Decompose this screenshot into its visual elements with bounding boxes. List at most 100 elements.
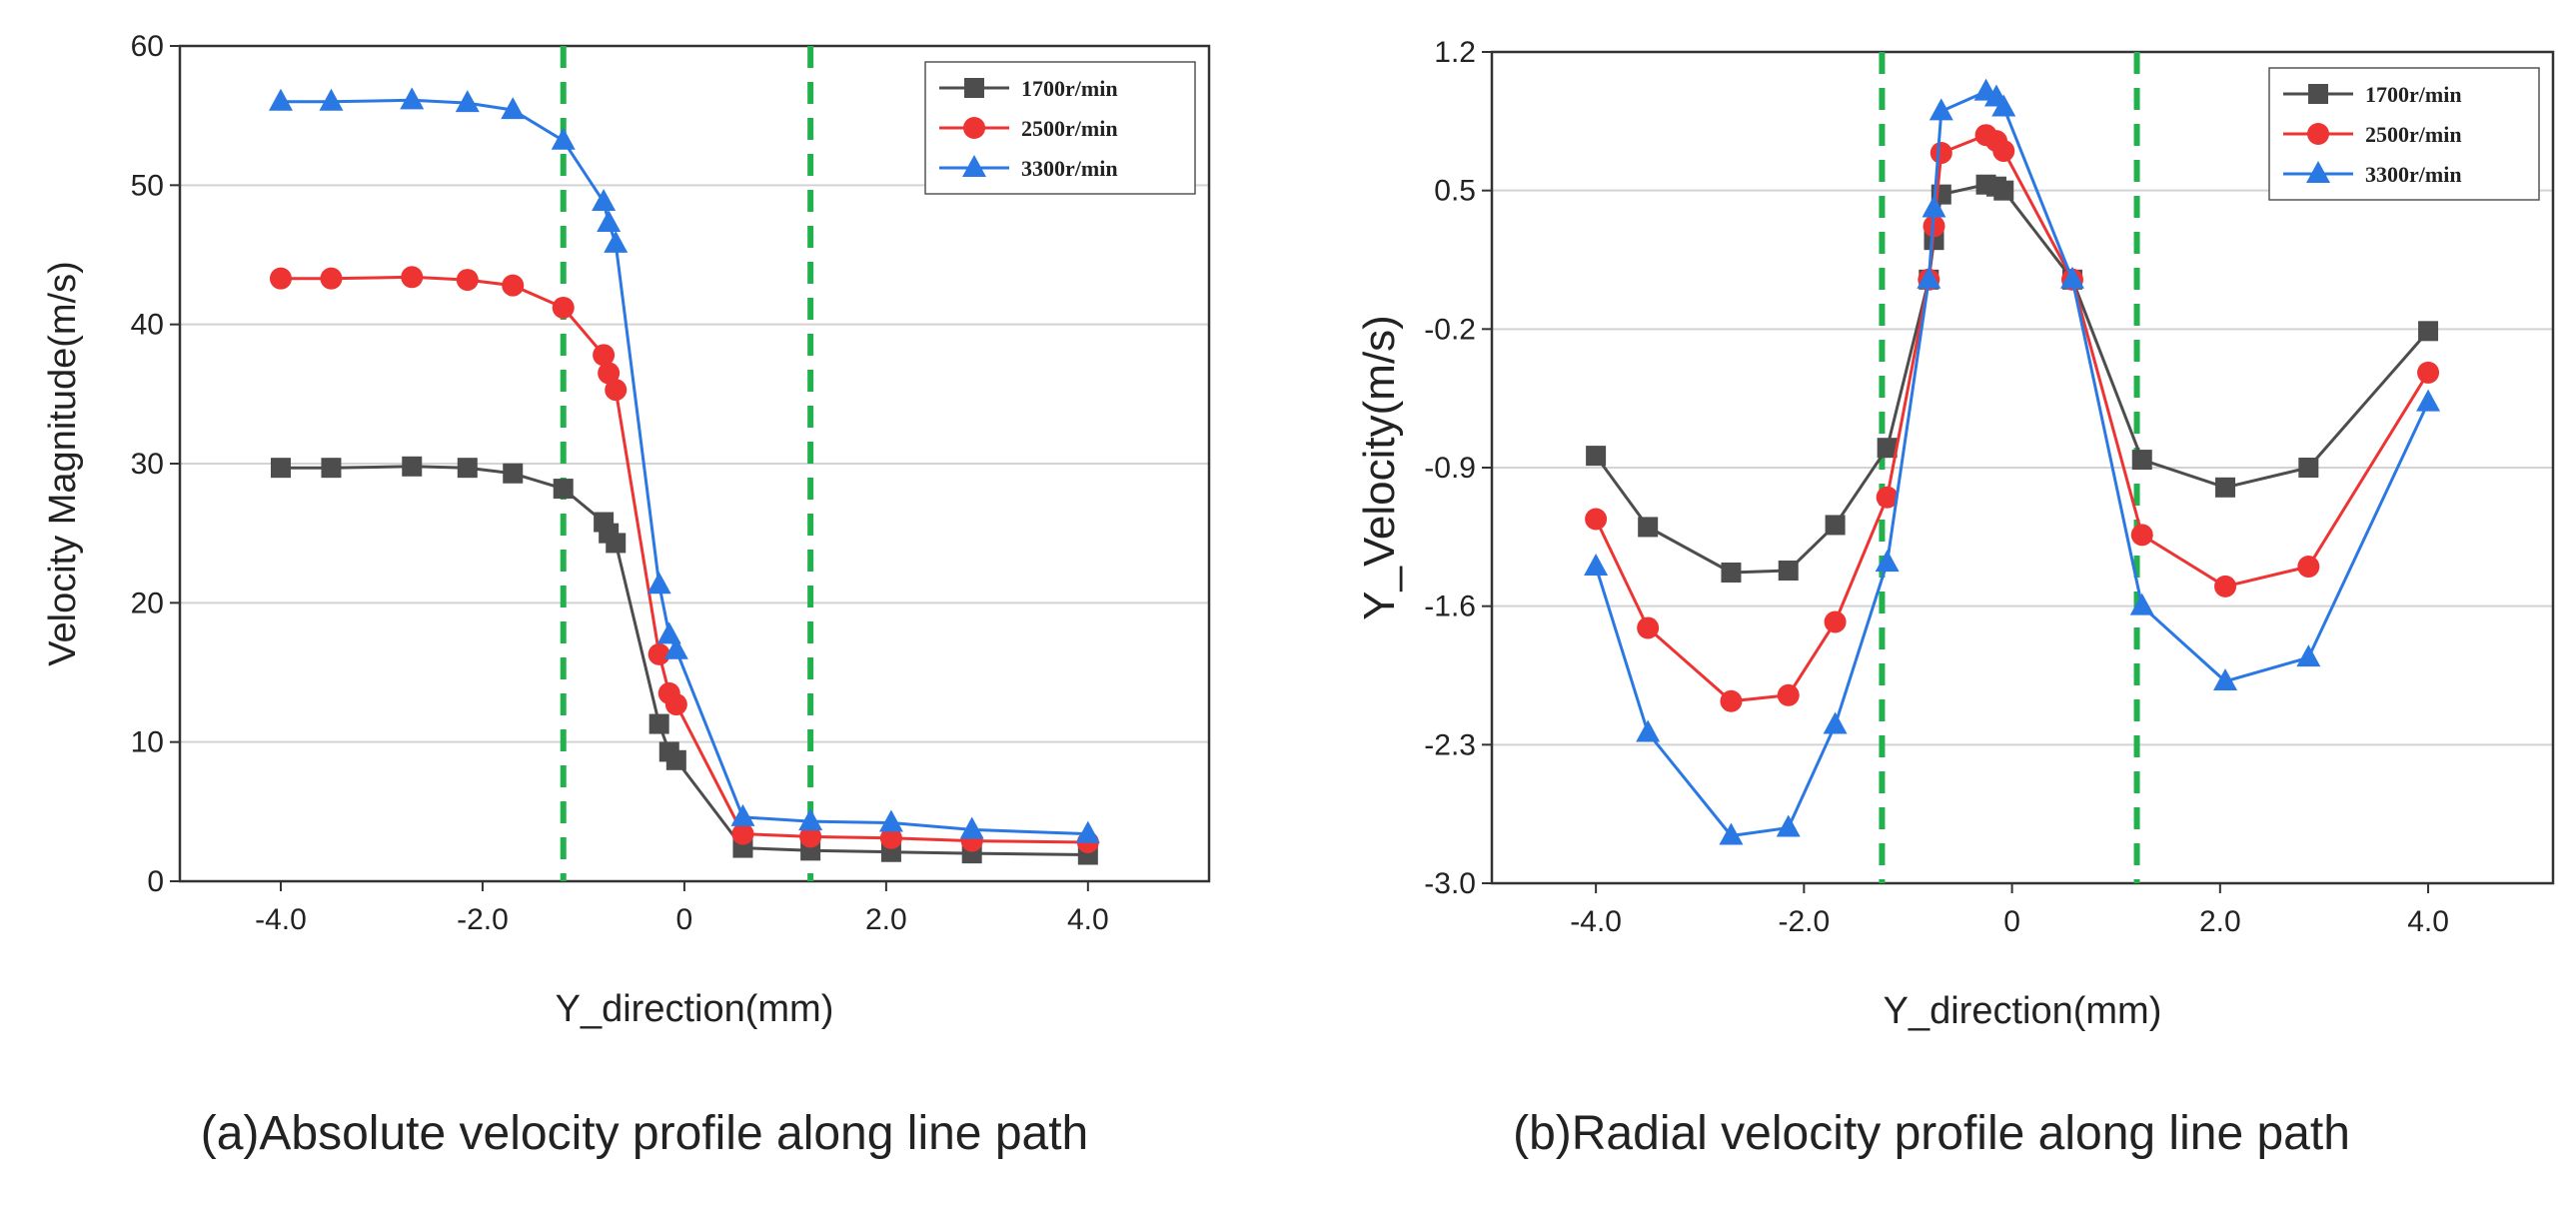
- chart-b-point-1700r-min: [1586, 446, 1607, 467]
- chart-a-point-3300r-min: [400, 87, 425, 110]
- chart-b-point-3300r-min: [1584, 554, 1609, 577]
- chart-b-point-3300r-min: [1991, 94, 2016, 117]
- chart-b-point-2500r-min: [1876, 486, 1899, 509]
- chart-a-ytick-label: 50: [131, 169, 164, 202]
- chart-a-xtick-label: 2.0: [865, 903, 907, 936]
- chart-b-point-3300r-min: [1875, 550, 1900, 573]
- chart-a-point-3300r-min: [730, 803, 755, 826]
- chart-a-ytick-label: 60: [131, 30, 164, 63]
- chart-b-point-2500r-min: [2214, 575, 2237, 598]
- chart-b-x-axis-label: Y_direction(mm): [1884, 990, 2162, 1032]
- chart-a-point-3300r-min: [1075, 820, 1100, 843]
- chart-a-point-3300r-min: [663, 636, 688, 659]
- chart-a-point-2500r-min: [598, 362, 621, 385]
- chart-a-ytick-label: 30: [131, 448, 164, 481]
- chart-b-y-axis-label: Y_Velocity(m/s): [1355, 315, 1404, 620]
- chart-b-point-1700r-min: [1993, 180, 2014, 201]
- chart-a-point-3300r-min: [604, 230, 629, 253]
- chart-a-point-3300r-min: [455, 90, 480, 113]
- chart-b-legend-marker-3300r-min: [2306, 161, 2330, 183]
- chart-a-point-3300r-min: [959, 816, 984, 839]
- chart-b-point-1700r-min: [1721, 562, 1742, 583]
- chart-b-xtick-label: -4.0: [1570, 905, 1622, 938]
- chart-a-point-2500r-min: [664, 693, 687, 716]
- chart-a-point-2500r-min: [605, 379, 628, 402]
- chart-a-xtick-label: 0: [676, 903, 693, 936]
- chart-b-ytick-label: 1.2: [1434, 36, 1476, 69]
- chart-b-point-3300r-min: [2296, 644, 2321, 667]
- chart-a-point-2500r-min: [456, 269, 479, 292]
- chart-a-point-1700r-min: [503, 463, 524, 484]
- chart-a-series-line-1700r-min: [281, 465, 1088, 856]
- chart-a-series-3300r-min: [268, 87, 1100, 843]
- chart-b-point-1700r-min: [1638, 517, 1659, 538]
- chart-a-point-3300r-min: [656, 621, 681, 644]
- chart-b-point-3300r-min: [1917, 266, 1941, 289]
- chart-a-point-3300r-min: [878, 809, 903, 832]
- chart-a-legend: 1700r/min 2500r/min 3300r/min: [924, 61, 1196, 195]
- chart-b-ytick-label: -1.6: [1424, 591, 1476, 623]
- chart-b-point-1700r-min: [2131, 450, 2152, 471]
- chart-b-point-1700r-min: [2298, 458, 2319, 478]
- chart-a-x-axis-label: Y_direction(mm): [556, 988, 834, 1030]
- chart-b-point-3300r-min: [2059, 266, 2084, 289]
- chart-a-point-2500r-min: [502, 274, 525, 297]
- chart-a-point-2500r-min: [552, 296, 575, 319]
- chart-a-point-1700r-min: [402, 456, 423, 477]
- chart-b-ytick-label: -2.3: [1424, 728, 1476, 761]
- chart-b-point-2500r-min: [1777, 683, 1800, 706]
- chart-a-point-2500r-min: [879, 826, 902, 849]
- chart-a-xtick-label: -2.0: [457, 903, 509, 936]
- chart-b-series-2500r-min: [1585, 124, 2440, 712]
- chart-a-point-2500r-min: [401, 266, 424, 289]
- chart-b-point-3300r-min: [2129, 593, 2154, 615]
- chart-a-point-3300r-min: [798, 808, 823, 831]
- chart-b-point-2500r-min: [2297, 556, 2320, 579]
- chart-a-point-3300r-min: [646, 572, 671, 595]
- chart-b-point-2500r-min: [2130, 524, 2153, 547]
- chart-b-xtick-label: -2.0: [1779, 905, 1831, 938]
- chart-a-ytick-label: 20: [131, 587, 164, 619]
- chart-a-point-2500r-min: [647, 642, 670, 665]
- chart-a-point-3300r-min: [268, 88, 293, 111]
- chart-b-point-3300r-min: [1719, 822, 1744, 845]
- chart-absolute-velocity: 0 10 20 30 40 50 60 -4.0 -2.0 0 2.0 4.0 Y_direction(…: [42, 30, 1211, 1030]
- chart-a-legend-label-3300r-min: 3300r/min: [1021, 156, 1118, 181]
- chart-a-ytick-label: 10: [131, 726, 164, 759]
- chart-a-y-axis-label: Velocity Magnitude(m/s): [42, 261, 84, 666]
- chart-b-point-3300r-min: [1929, 98, 1953, 121]
- chart-a-point-1700r-min: [648, 713, 669, 734]
- chart-b-legend-label-2500r-min: 2500r/min: [2365, 122, 2462, 147]
- chart-a-legend-marker-2500r-min: [963, 117, 985, 139]
- chart-b-point-3300r-min: [1922, 195, 1946, 218]
- chart-b-point-2500r-min: [1585, 508, 1608, 531]
- chart-a-point-3300r-min: [501, 97, 526, 120]
- chart-a-point-1700r-min: [606, 533, 627, 554]
- chart-b-ytick-label: 0.5: [1434, 175, 1476, 208]
- chart-b-ytick-label: -3.0: [1424, 867, 1476, 900]
- chart-b-series-line-2500r-min: [1594, 133, 2430, 703]
- chart-radial-velocity: -3.0 -2.3 -1.6 -0.9 -0.2 0.5 1.2 -4.0 -2.0 0 2.0 4.…: [1355, 36, 2555, 1032]
- chart-b-point-2500r-min: [2417, 361, 2440, 384]
- chart-a-point-1700r-min: [270, 458, 291, 479]
- chart-a-xtick-label: -4.0: [255, 903, 307, 936]
- chart-b-point-3300r-min: [2416, 389, 2441, 412]
- caption-b: (b)Radial velocity profile along line pa…: [1513, 1107, 2350, 1160]
- chart-b-point-2500r-min: [1720, 689, 1743, 712]
- chart-b-point-2500r-min: [1824, 610, 1847, 633]
- chart-a-xtick-label: 4.0: [1067, 903, 1109, 936]
- chart-b-legend-label-3300r-min: 3300r/min: [2365, 162, 2462, 187]
- chart-b-series-3300r-min: [1584, 78, 2441, 845]
- chart-b-point-1700r-min: [2215, 477, 2236, 498]
- chart-b-series-line-1700r-min: [1594, 183, 2430, 575]
- caption-a: (a)Absolute velocity profile along line …: [201, 1107, 1089, 1160]
- chart-a-point-1700r-min: [553, 479, 574, 500]
- chart-a-point-3300r-min: [551, 127, 576, 150]
- chart-b-point-1700r-min: [1825, 515, 1846, 536]
- chart-b-point-1700r-min: [2418, 321, 2439, 342]
- chart-b-series-1700r-min: [1586, 174, 2439, 583]
- chart-b-point-3300r-min: [1823, 711, 1848, 734]
- chart-b-xtick-label: 4.0: [2407, 905, 2449, 938]
- chart-b-point-1700r-min: [1877, 438, 1898, 459]
- chart-a-ytick-label: 40: [131, 309, 164, 342]
